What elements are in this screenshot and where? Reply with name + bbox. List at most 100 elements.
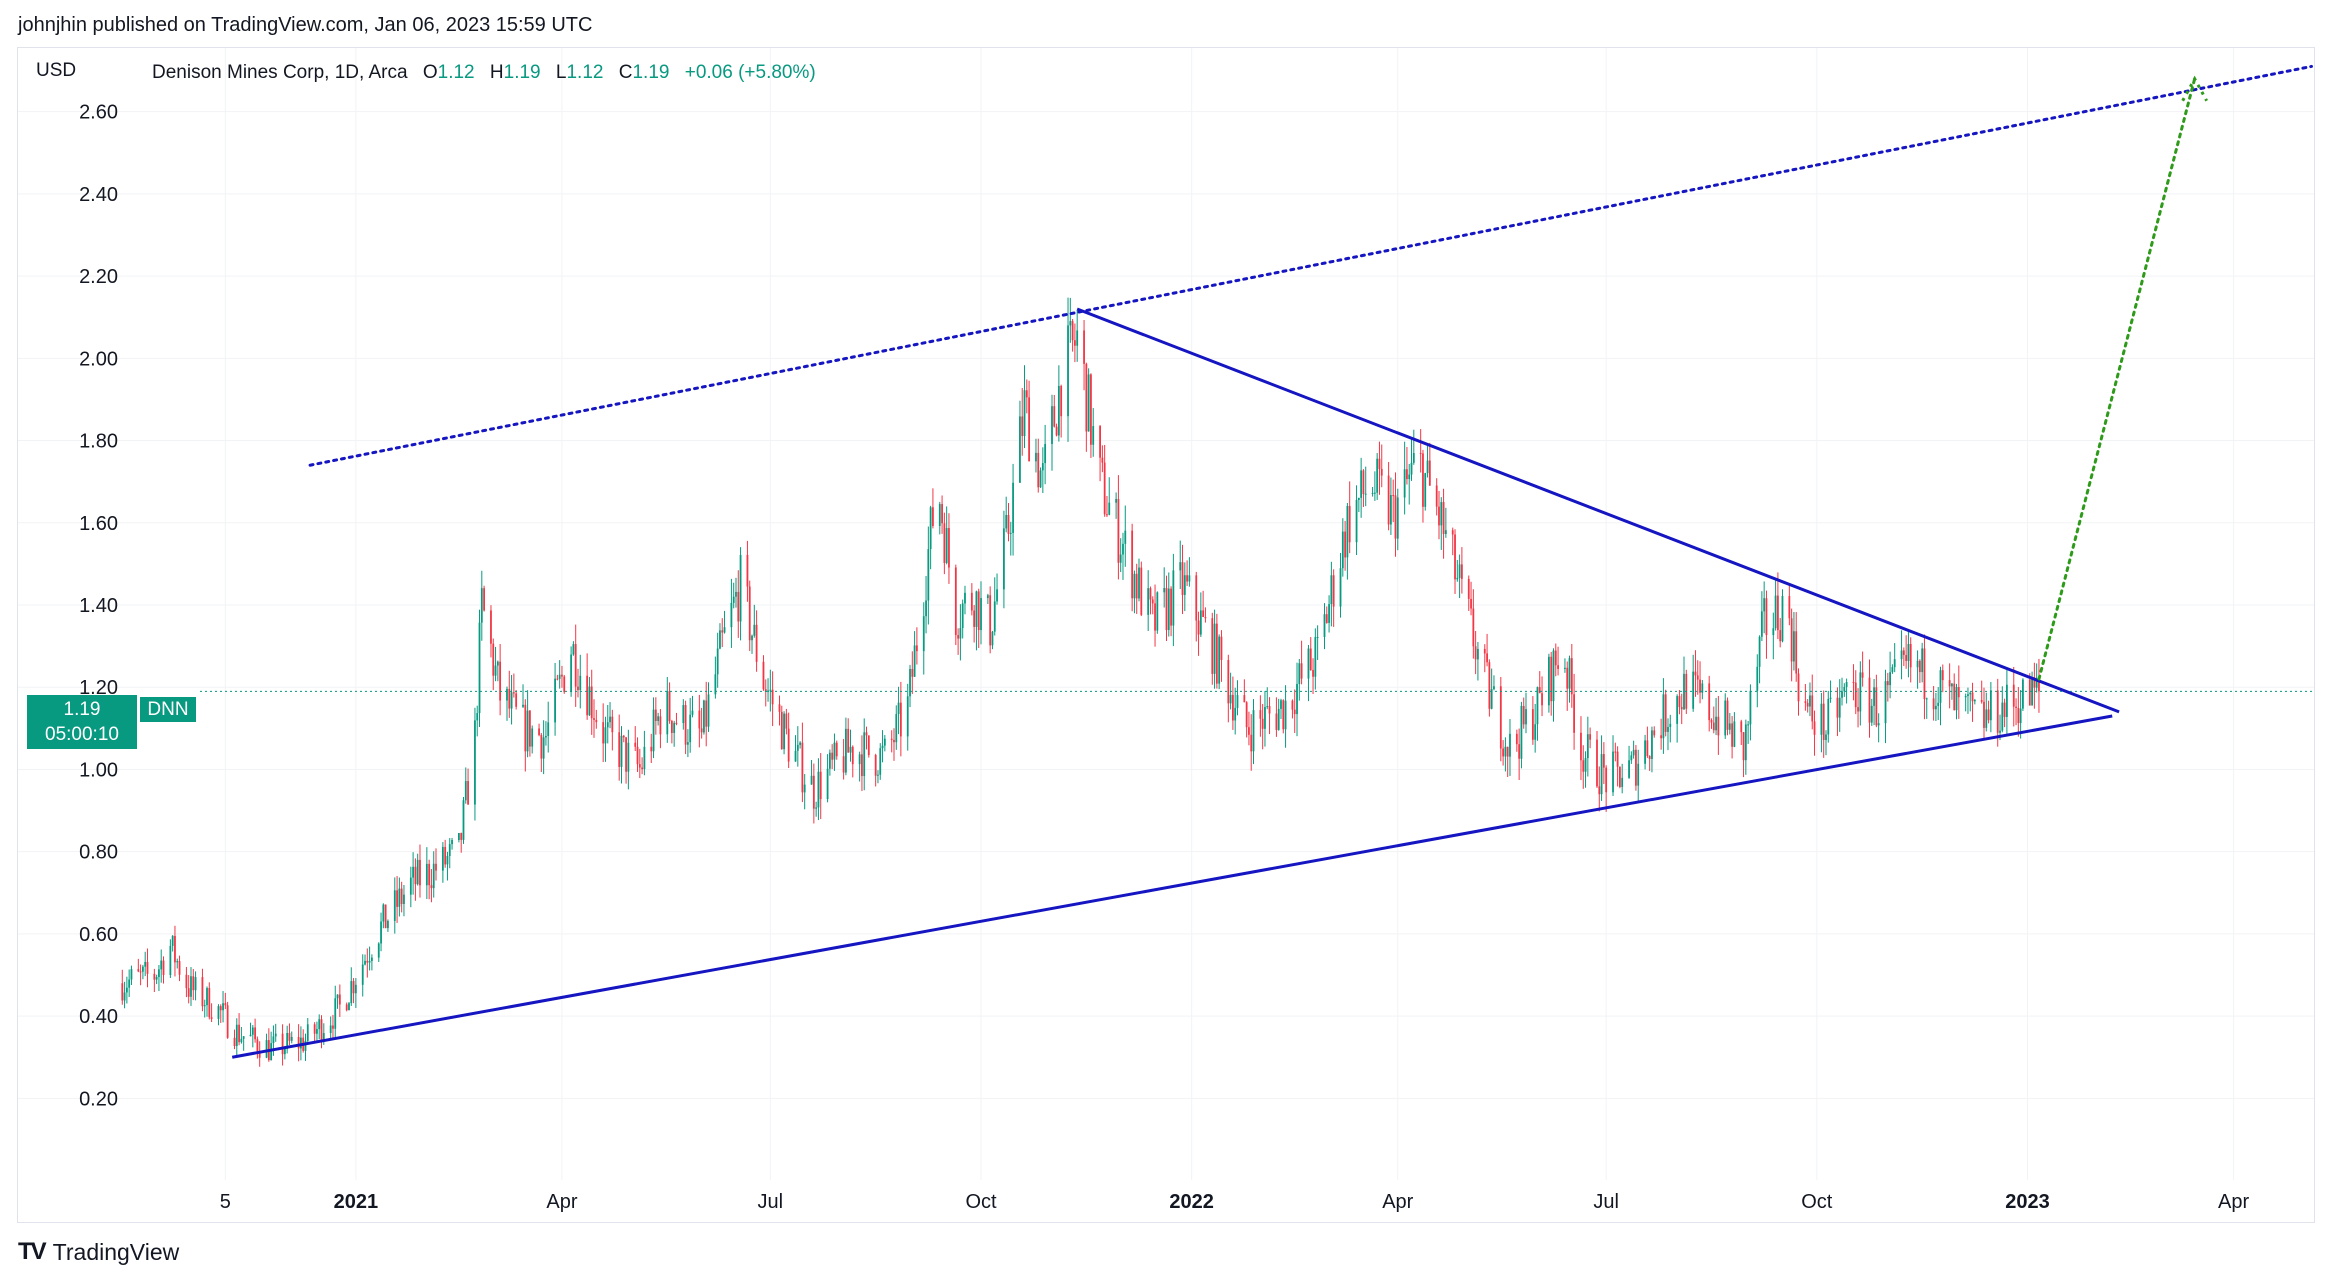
price-tick-label: 0.80 (79, 842, 118, 864)
candle-body (579, 675, 582, 691)
candle-body (1948, 680, 1951, 687)
candle-body (1284, 700, 1287, 730)
candle-body (1520, 705, 1523, 759)
candle-body (1410, 462, 1413, 475)
candle-body (2035, 678, 2038, 688)
candle-body (2012, 684, 2015, 707)
candle-body (641, 767, 644, 770)
change-value: +0.06 (+5.80%) (684, 62, 816, 83)
candle-body (657, 716, 660, 722)
candle-body (137, 969, 140, 972)
candle-body (719, 630, 721, 649)
candle-body (1044, 443, 1047, 464)
candle-body (1621, 777, 1624, 787)
high-value: 1.19 (503, 62, 541, 83)
candle-body (194, 977, 197, 991)
candle-body (1483, 648, 1486, 654)
candle-body (510, 692, 513, 709)
candle-body (1019, 416, 1021, 483)
support-trendline (231, 714, 2113, 1059)
candle-body (938, 504, 941, 526)
candle-body (1090, 374, 1092, 445)
candle-body (1291, 700, 1294, 710)
candle-body (448, 844, 451, 856)
trendline-layer (200, 64, 2314, 1059)
candle-body (911, 668, 914, 677)
candle-body (366, 960, 369, 963)
candle-body (1923, 648, 1926, 700)
candle-body (574, 644, 577, 687)
candle-body (506, 688, 508, 701)
candle-body (474, 720, 476, 805)
candle-body (1809, 695, 1811, 707)
candle-body (155, 977, 158, 980)
candle-body (817, 771, 820, 808)
candle-body (1204, 616, 1207, 619)
candle-body (831, 752, 834, 760)
candle-body (1330, 575, 1333, 605)
time-tick-label: 2021 (334, 1191, 379, 1213)
candle-body (1651, 730, 1653, 759)
candle-body (1119, 554, 1122, 563)
candle-body (1124, 530, 1127, 544)
candle-body (1314, 637, 1317, 677)
candle-body (350, 981, 353, 1004)
candle-body (210, 1017, 213, 1019)
candle-body (666, 691, 669, 735)
candle-body (996, 589, 998, 602)
candle-body (352, 981, 355, 994)
candle-body (492, 643, 495, 676)
tradingview-footer[interactable]: TV TradingView (18, 1238, 179, 1266)
candle-body (332, 1025, 334, 1029)
candle-body (1660, 735, 1663, 739)
candle-body (1886, 681, 1889, 686)
low-label: L (555, 62, 567, 83)
candle-body (1199, 610, 1202, 635)
candle-body (430, 885, 433, 889)
candle-body (480, 588, 483, 623)
candle-body (1806, 702, 1809, 707)
candle-body (1364, 493, 1367, 495)
candle-body (748, 586, 751, 641)
candle-body (714, 674, 717, 695)
candle-body (364, 960, 366, 965)
candle-body (320, 1019, 323, 1041)
candle-body (1076, 330, 1079, 346)
candle-body (1106, 514, 1108, 516)
candle-body (922, 616, 925, 652)
candle-body (1380, 468, 1383, 476)
candle-body (1025, 390, 1028, 398)
candle-body (217, 1006, 220, 1019)
candle-body (1873, 687, 1875, 706)
candle-body (249, 1034, 252, 1037)
candle-body (670, 721, 673, 733)
candle-body (1012, 482, 1014, 533)
candle-body (336, 994, 339, 999)
candle-body (1692, 671, 1695, 709)
candle-body (1147, 588, 1150, 615)
candle-body (1163, 588, 1166, 593)
candle-body (304, 1040, 307, 1051)
time-tick-label: Apr (2218, 1191, 2249, 1213)
candle-body (1939, 670, 1942, 703)
candle-body (354, 984, 357, 994)
candle-body (980, 598, 982, 631)
candle-body (1971, 692, 1974, 702)
chart-pane[interactable] (17, 47, 2315, 1223)
candle-body (1371, 492, 1374, 494)
symbol-legend[interactable]: Denison Mines Corp, 1D, Arca O1.12 H1.19… (152, 62, 816, 84)
candle-body (1811, 695, 1814, 722)
candle-body (256, 1039, 259, 1052)
candle-body (1836, 697, 1839, 718)
candle-body (1268, 706, 1271, 714)
candle-body (288, 1032, 291, 1041)
candle-body (1932, 698, 1935, 710)
candle-body (1669, 723, 1672, 727)
candle-body (881, 745, 884, 749)
price-tick-label: 1.00 (79, 759, 118, 781)
candle-body (258, 1051, 261, 1058)
candle-body (1488, 662, 1491, 709)
candle-body (1891, 667, 1894, 673)
candle-body (400, 888, 403, 904)
